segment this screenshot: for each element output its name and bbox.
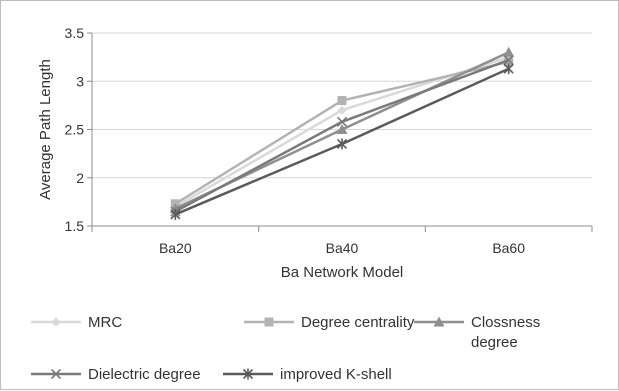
y-tick-label: 1.5 — [65, 218, 85, 234]
legend-item: MRC — [31, 314, 122, 331]
series-line — [174, 58, 510, 213]
data-point — [504, 57, 514, 67]
legend-item: Dielectric degree — [31, 366, 201, 383]
y-tick-label: 3.5 — [65, 25, 85, 41]
series-improved-k-shell — [170, 63, 514, 220]
legend-label: Dielectric degree — [88, 366, 201, 383]
legend-item: Clossness degree — [414, 314, 540, 351]
legend-label: MRC — [88, 314, 122, 331]
tick-labels: 1.5 2 2.5 3 3.5 Ba20 Ba40 Ba60 — [65, 25, 526, 256]
x-tick-label: Ba60 — [492, 240, 525, 256]
data-point — [170, 208, 181, 220]
data-point — [337, 105, 347, 115]
gridlines — [92, 32, 592, 179]
data-point — [503, 54, 514, 66]
legend-label: Clossness — [471, 314, 540, 331]
legend-marker — [51, 317, 61, 327]
legend-label: degree — [471, 334, 518, 351]
data-point — [503, 63, 514, 75]
legend-item: improved K-shell — [223, 366, 392, 383]
x-tick-label: Ba20 — [159, 240, 192, 256]
legend-label: improved K-shell — [280, 366, 392, 383]
axes — [87, 32, 593, 232]
data-point — [336, 116, 348, 127]
legend-item: Degree centrality — [244, 314, 415, 331]
y-tick-label: 2 — [76, 170, 84, 186]
series-lines — [169, 46, 515, 220]
legend-marker — [50, 368, 62, 380]
legend-marker — [264, 317, 274, 327]
data-point — [503, 46, 515, 57]
y-tick-label: 3 — [76, 73, 84, 89]
data-point — [336, 124, 348, 134]
series-dielectric-degree — [170, 54, 514, 217]
legend-label: Degree centrality — [301, 314, 415, 331]
y-tick-label: 2.5 — [65, 122, 85, 138]
x-tick-label: Ba40 — [326, 240, 359, 256]
legend-marker — [242, 368, 254, 380]
x-axis-title: Ba Network Model — [281, 264, 404, 281]
data-point — [336, 138, 348, 150]
legend-marker — [433, 316, 445, 327]
y-axis-title: Average Path Length — [37, 59, 54, 200]
data-point — [337, 96, 347, 106]
legend: MRC Degree centrality Clossness degree Diele… — [31, 314, 540, 383]
